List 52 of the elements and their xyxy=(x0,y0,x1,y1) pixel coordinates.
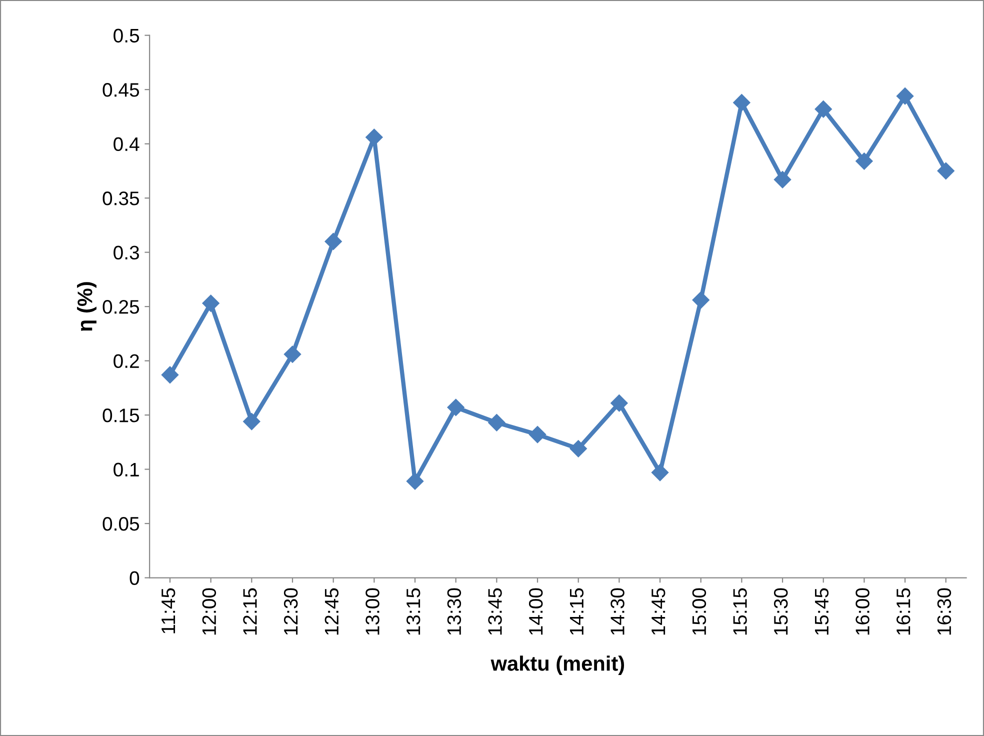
point xyxy=(733,94,750,112)
point xyxy=(161,366,179,384)
x-tick-label: 14:00 xyxy=(528,588,543,635)
x-tick-label: 13:45 xyxy=(488,588,502,635)
x-axis-title: waktu (menit) xyxy=(490,656,624,675)
y-tick-label: 0.05 xyxy=(102,516,140,531)
y-tick-label: 0.45 xyxy=(102,83,140,97)
point xyxy=(610,394,628,412)
y-tick-label: 0.4 xyxy=(114,137,140,152)
x-tick-label: 12:15 xyxy=(243,588,257,635)
x-tick-label: 13:30 xyxy=(447,588,462,635)
point xyxy=(692,291,710,309)
x-tick-label: 14:30 xyxy=(610,588,624,635)
y-tick-label: 0 xyxy=(130,571,140,585)
y-axis-title: η (%) xyxy=(77,282,96,331)
y-tick-label: 0.2 xyxy=(114,354,139,368)
point xyxy=(324,232,342,250)
x-tick-label: 12:30 xyxy=(284,588,298,635)
x-tick-label: 15:15 xyxy=(733,588,747,635)
y-tick-label: 0.15 xyxy=(102,408,140,422)
point xyxy=(406,472,424,490)
y-tick-label: 0.3 xyxy=(114,246,139,260)
x-tick-label: 14:45 xyxy=(652,588,666,635)
y-tick-label: 0.1 xyxy=(114,462,139,477)
point xyxy=(447,398,464,416)
point xyxy=(528,426,546,444)
x-tick-label: 12:00 xyxy=(202,588,216,635)
point xyxy=(570,440,587,458)
point xyxy=(651,464,669,482)
x-tick-label: 13:15 xyxy=(406,588,420,635)
x-tick-label: 16:15 xyxy=(896,588,910,635)
x-tick-label: 15:45 xyxy=(815,588,829,635)
y-tick-label: 0.25 xyxy=(102,300,140,314)
y-tick-label: 0.5 xyxy=(114,28,140,43)
y-tick-label: 0.35 xyxy=(102,192,140,206)
point xyxy=(856,152,873,170)
point xyxy=(937,162,954,180)
point xyxy=(896,88,914,105)
x-tick-label: 14:15 xyxy=(570,588,584,635)
point xyxy=(202,294,220,312)
x-tick-label: 13:00 xyxy=(366,588,380,635)
point xyxy=(814,100,832,118)
point xyxy=(488,414,506,432)
point xyxy=(774,171,792,188)
x-tick-label: 11:45 xyxy=(162,588,176,634)
x-tick-label: 16:00 xyxy=(856,588,870,635)
x-tick-label: 16:30 xyxy=(937,588,952,635)
point xyxy=(243,412,260,430)
point xyxy=(284,346,302,363)
x-tick-label: 15:00 xyxy=(692,588,706,635)
x-tick-label: 12:45 xyxy=(324,588,339,635)
x-tick-label: 15:30 xyxy=(774,588,788,635)
